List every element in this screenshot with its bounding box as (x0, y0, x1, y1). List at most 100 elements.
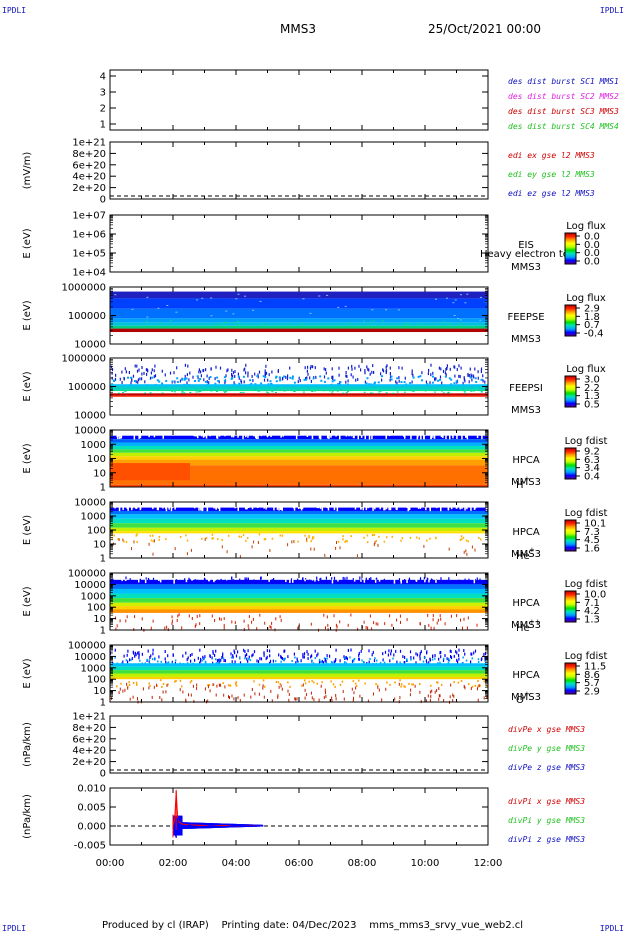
y-tick-label: 1e+04 (72, 268, 106, 279)
species-label: O (516, 695, 524, 706)
y-tick-label: -0.005 (74, 841, 106, 852)
y-tick-label: 2e+20 (72, 757, 106, 768)
series-point (178, 821, 180, 823)
y-tick-label: 6e+20 (72, 734, 106, 745)
colorbar-title: Log fdist (565, 579, 608, 590)
panel-3-spectrogram: 1e+07 1e+06 1e+05 1e+04 E (eV) EIS MMS3 Heavy e… (22, 211, 606, 279)
x-tick-label: 08:00 (348, 858, 377, 869)
species-label: He (516, 551, 530, 562)
y-tick-label: 1000 (81, 663, 106, 674)
colorbar-title: Log flux (566, 221, 606, 232)
y-tick-label: 1000 (81, 591, 106, 602)
series-point (181, 827, 183, 829)
species-charge: + (524, 475, 530, 483)
x-tick-label: 04:00 (222, 858, 251, 869)
y-tick-label: 100000 (68, 382, 106, 393)
colorbar-tick-label: 0.0 (584, 232, 600, 243)
colorbar-tick-label: 1.3 (584, 615, 600, 626)
y-tick-label: 1 (100, 120, 106, 131)
panel-frame (109, 787, 489, 846)
legend-entry: divPe x gse MMS3 (508, 725, 585, 734)
corner-label-top-left: IPDLI (2, 6, 27, 15)
species-charge: + (529, 546, 535, 554)
colorbar (564, 590, 577, 623)
y-tick-label: 10000 (74, 426, 106, 437)
y-tick-label: 10000 (74, 340, 106, 351)
instrument-spacecraft: MMS3 (511, 620, 541, 631)
legend-entry: divPe z gse MMS3 (508, 763, 585, 772)
colorbar-tick-label: 10.0 (584, 590, 606, 601)
colorbar-title: Log flux (566, 293, 606, 304)
y-axis-label: E (eV) (22, 443, 33, 473)
series-point (248, 825, 250, 828)
series-point (178, 829, 180, 831)
colorbar-title: Log fdist (565, 508, 608, 519)
legend-entry: divPi x gse MMS3 (508, 797, 585, 806)
legend-entry: divPi y gse MMS3 (508, 816, 585, 825)
x-tick-label: 00:00 (96, 858, 125, 869)
y-axis-label: (nPa/km) (22, 722, 33, 767)
colorbar-tick-label: 9.2 (584, 447, 600, 458)
y-tick-label: 4e+20 (72, 746, 106, 757)
series-point (177, 817, 179, 820)
series-point (197, 824, 199, 826)
y-tick-label: 1000 (81, 440, 106, 451)
colorbar-tick-label: 1.8 (584, 312, 600, 323)
y-tick-label: 1e+07 (72, 211, 106, 222)
series-point (188, 824, 190, 826)
instrument-spacecraft: MMS3 (511, 405, 541, 416)
instrument-spacecraft: MMS3 (511, 334, 541, 345)
y-tick-label: 6e+20 (72, 160, 106, 171)
colorbar-tick-label: 4.2 (584, 606, 600, 617)
colorbar (564, 662, 577, 695)
legend-entry: des dist burst SC1 MMS1 (508, 77, 619, 86)
y-axis-label: (mV/m) (22, 152, 33, 190)
y-tick-label: 10000 (74, 411, 106, 422)
colorbar-tick-label: 2.9 (584, 304, 600, 315)
series-point (175, 836, 177, 839)
y-tick-label: 3 (100, 88, 106, 99)
y-tick-label: 100000 (68, 569, 106, 580)
colorbar (564, 232, 577, 265)
y-tick-label: 0.010 (77, 784, 106, 795)
y-tick-label: 1e+05 (72, 249, 106, 260)
y-tick-label: 100 (87, 603, 106, 614)
corner-label-bottom-left: IPDLI (2, 924, 27, 933)
instrument-spacecraft: MMS3 (511, 549, 541, 560)
footer-text: Produced by cl (IRAP) Printing date: 04/… (102, 920, 523, 931)
colorbar-tick-label: 0.7 (584, 320, 600, 331)
series-point (235, 825, 237, 827)
colorbar-tick-label: -0.4 (584, 329, 604, 340)
colorbar (564, 375, 577, 408)
colorbar-tick-label: 11.5 (584, 662, 606, 673)
colorbar-tick-label: 2.9 (584, 687, 600, 698)
species-label: H (516, 480, 524, 491)
series-point (210, 825, 212, 827)
colorbar (564, 447, 577, 480)
instrument-name: HPCA (512, 527, 540, 538)
spacecraft-title: MMS3 (280, 22, 316, 36)
colorbar-tick-label: 5.7 (584, 678, 600, 689)
x-tick-label: 02:00 (159, 858, 188, 869)
instrument-spacecraft: MMS3 (511, 477, 541, 488)
colorbar-tick-label: 7.1 (584, 598, 600, 609)
colorbar-tick-label: 0.5 (584, 400, 600, 411)
legend-entry: divPi z gse MMS3 (508, 835, 585, 844)
legend-entry: divPe y gse MMS3 (508, 744, 585, 753)
colorbar-tick-label: 4.5 (584, 535, 600, 546)
y-tick-label: 1 (100, 698, 106, 709)
series-point (174, 819, 176, 821)
colorbar-tick-label: 2.2 (584, 383, 600, 394)
date-title: 25/Oct/2021 00:00 (428, 22, 542, 36)
legend-entry: edi ez gse l2 MMS3 (508, 189, 595, 198)
instrument-name: FEEPSE (507, 312, 544, 323)
y-tick-label: 1e+21 (72, 138, 106, 149)
legend-entry: des dist burst SC4 MMS4 (508, 122, 619, 131)
colorbar-title: Log fdist (565, 436, 608, 447)
legend-entry: edi ey gse l2 MMS3 (508, 170, 595, 179)
y-axis-label: E (eV) (22, 586, 33, 616)
